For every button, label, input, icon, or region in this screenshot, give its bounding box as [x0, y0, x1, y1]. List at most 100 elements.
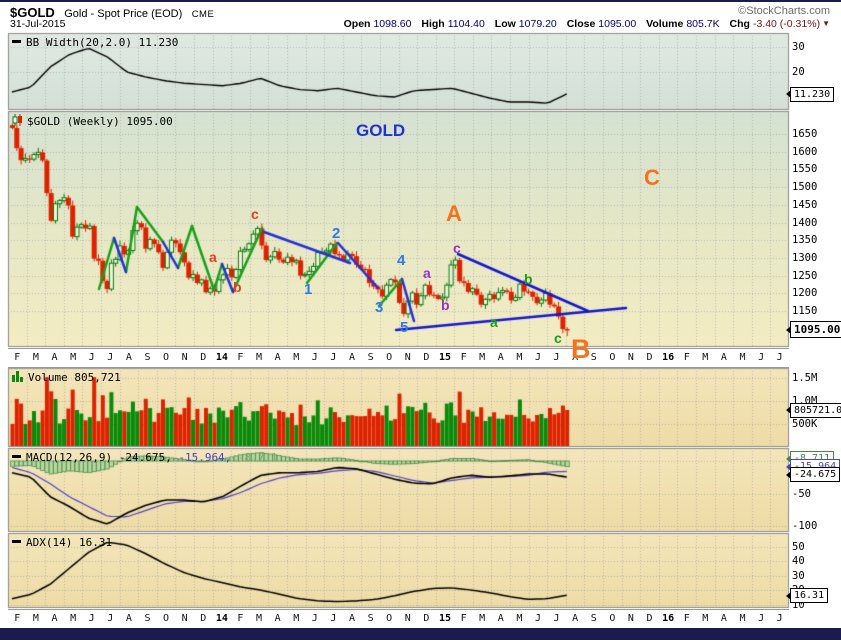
axis-month-label: 14 — [215, 352, 228, 363]
wave-annotation: 5 — [400, 319, 409, 336]
price-value-tag: 1095.00 — [785, 321, 841, 339]
axis-month-label: 16 — [662, 613, 675, 624]
axis-month-label: S — [367, 352, 374, 363]
axis-month-label: M — [32, 352, 39, 363]
axis-month-label: S — [590, 613, 597, 624]
wave-annotation: b — [524, 271, 533, 287]
axis-month-label: S — [367, 613, 374, 624]
macd-hist-value: -8.711 — [231, 451, 278, 464]
wave-annotation: B — [571, 334, 591, 364]
axis-month-label: M — [702, 613, 709, 624]
volume-value: 805.7K — [686, 18, 720, 30]
axis-month-label: N — [404, 352, 411, 363]
axis-month-label: F — [14, 352, 21, 363]
line-style-icon — [12, 540, 21, 543]
axis-month-label: M — [256, 613, 263, 624]
axis-month-label: 14 — [215, 613, 228, 624]
axis-month-label: J — [88, 613, 95, 624]
macd-legend: MACD(12,26,9) -24.675, -15.964, -8.711 — [12, 451, 278, 464]
axis-month-label: F — [237, 613, 244, 624]
chg-value: -3.40 (-0.31%) — [752, 18, 821, 30]
axis-month-label: 15 — [438, 352, 452, 363]
scale-tick-label: 1650 — [792, 128, 818, 140]
stockcharts-credit: ©StockCharts.com — [738, 5, 830, 17]
bbwidth-value-tag: 11.230 — [785, 86, 835, 102]
axis-month-label: A — [572, 613, 579, 624]
axis-month-label: F — [460, 613, 467, 624]
macd-value-tag: -24.675 — [785, 467, 841, 482]
axis-month-label: M — [702, 352, 709, 363]
axis-month-label: D — [423, 613, 430, 624]
axis-month-label: N — [181, 352, 188, 363]
axis-month-label: D — [200, 352, 207, 363]
axis-month-label: J — [330, 613, 337, 624]
line-style-icon — [12, 40, 21, 43]
chg-label: Chg — [729, 18, 750, 30]
axis-month-label: J — [107, 613, 114, 624]
axis-month-label: M — [70, 613, 77, 624]
axis-month-label: O — [163, 352, 170, 363]
wave-annotation: 2 — [332, 225, 341, 242]
adx-x-axis: F M A M J J A S O N D 14 F M A M J J A S O N D 15 F M A M J J A S O N D 16 F… — [8, 609, 789, 629]
scale-tick-label: 50 — [792, 540, 805, 553]
axis-month-label: J — [776, 613, 783, 624]
wave-annotation: 1 — [304, 281, 313, 298]
adx-legend-text: ADX(14) 16.31 — [26, 536, 113, 549]
axis-month-label: M — [70, 352, 77, 363]
axis-month-label: J — [758, 352, 765, 363]
header-row-1: $GOLD Gold - Spot Price (EOD) CME ©Stock… — [10, 4, 830, 20]
wave-annotation: 3 — [375, 299, 384, 316]
axis-month-label: O — [609, 613, 616, 624]
axis-month-label: A — [348, 613, 356, 624]
wave-annotation: a — [209, 249, 217, 265]
axis-month-label: J — [330, 352, 337, 363]
quote-date: 31-Jul-2015 — [10, 18, 66, 30]
axis-month-label: F — [237, 352, 244, 363]
wave-annotation: a — [490, 314, 498, 330]
axis-month-label: N — [627, 613, 634, 624]
scale-tick-label: 30 — [792, 41, 805, 53]
axis-month-label: F — [460, 352, 467, 363]
axis-month-label: J — [534, 352, 541, 363]
adx-legend: ADX(14) 16.31 — [12, 536, 112, 549]
price-legend: $GOLD (Weekly) 1095.00 — [12, 114, 173, 128]
axis-month-label: 15 — [438, 613, 452, 624]
ticker-exchange: CME — [191, 9, 215, 20]
axis-month-label: 16 — [662, 352, 675, 363]
axis-month-label: M — [32, 613, 39, 624]
macd-signal-value: -15.964, — [171, 451, 232, 464]
axis-month-label: J — [107, 352, 114, 363]
scale-tick-label: 1300 — [792, 251, 818, 264]
wave-annotation: c — [453, 240, 461, 256]
bbwidth-legend: BB Width(20,2.0) 11.230 — [12, 36, 178, 49]
axis-month-label: O — [386, 613, 393, 624]
axis-month-label: A — [572, 352, 579, 363]
scale-tick-label: 1350 — [792, 234, 818, 247]
bottom-border — [0, 628, 841, 640]
close-value: 1095.00 — [598, 18, 637, 30]
scale-tick-label: 1500 — [792, 181, 818, 194]
scale-tick-label: -50 — [792, 487, 811, 500]
wave-annotation: c — [251, 206, 259, 222]
volume-legend-text: Volume 805,721 — [28, 371, 121, 384]
axis-month-label: J — [553, 613, 560, 624]
axis-month-label: N — [404, 613, 411, 624]
axis-month-label: O — [163, 613, 170, 624]
axis-month-label: D — [423, 352, 430, 363]
axis-month-label: M — [516, 352, 523, 363]
scale-tick-label: 20 — [792, 66, 805, 78]
axis-month-label: J — [311, 613, 318, 624]
high-label: High — [421, 18, 445, 30]
volume-label: Volume — [646, 18, 684, 30]
axis-month-label: A — [348, 352, 356, 363]
scale-tick-label: 1600 — [792, 145, 818, 158]
wave-annotation: a — [423, 265, 431, 281]
volume-legend: Volume 805,721 — [12, 371, 121, 384]
axis-month-label: J — [311, 352, 318, 363]
axis-month-label: D — [646, 352, 653, 363]
change-down-triangle-icon: ▼ — [822, 19, 830, 28]
scale-tick-label: 1150 — [792, 305, 818, 317]
axis-month-label: M — [256, 352, 263, 363]
